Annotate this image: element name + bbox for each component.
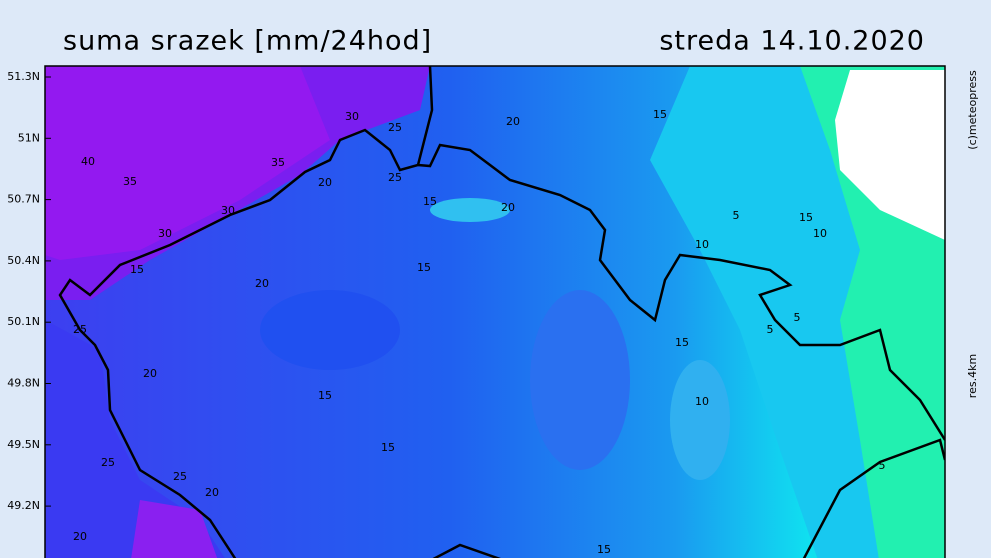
contour-label: 15 <box>799 211 813 224</box>
contour-label: 30 <box>221 204 235 217</box>
contour-label: 15 <box>417 261 431 274</box>
contour-label: 15 <box>318 389 332 402</box>
contour-label: 5 <box>733 209 740 222</box>
contour-label: 20 <box>143 367 157 380</box>
contour-label: 20 <box>255 277 269 290</box>
contour-label: 20 <box>506 115 520 128</box>
contour-label: 15 <box>130 263 144 276</box>
lat-label: 51N <box>18 131 40 144</box>
contour-label: 30 <box>158 227 172 240</box>
contour-label: 15 <box>423 195 437 208</box>
contour-label: 25 <box>101 456 115 469</box>
contour-label: 15 <box>597 543 611 556</box>
contour-label: 5 <box>879 459 886 472</box>
lat-label: 50.7N <box>7 193 40 206</box>
lat-label: 49.2N <box>7 499 40 512</box>
date: streda 14.10.2020 <box>659 26 925 57</box>
contour-label: 35 <box>271 156 285 169</box>
contour-label: 25 <box>173 470 187 483</box>
contour-label: 10 <box>695 238 709 251</box>
copyright: (c)meteopress <box>966 70 979 150</box>
contour-label: 5 <box>767 323 774 336</box>
contour-label: 15 <box>381 441 395 454</box>
lat-label: 49.8N <box>7 377 40 390</box>
contour-label: 20 <box>318 176 332 189</box>
contour-label: 25 <box>388 121 402 134</box>
contour-label: 10 <box>813 227 827 240</box>
contour-label: 15 <box>675 336 689 349</box>
contour-label: 20 <box>501 201 515 214</box>
lat-label: 51.3N <box>7 70 40 83</box>
contour-label: 35 <box>123 175 137 188</box>
contour-label: 25 <box>73 323 87 336</box>
contour-label: 15 <box>653 108 667 121</box>
border <box>58 66 945 558</box>
contour-label: 20 <box>73 530 87 543</box>
lat-label: 50.4N <box>7 254 40 267</box>
precip-field <box>45 66 945 558</box>
lat-label: 49.5N <box>7 438 40 451</box>
contour-label: 10 <box>695 395 709 408</box>
resolution: res.4km <box>966 354 979 398</box>
contour-label: 40 <box>81 155 95 168</box>
contour-label: 5 <box>794 311 801 324</box>
lat-label: 50.1N <box>7 315 40 328</box>
map-frame <box>44 65 946 558</box>
title: suma srazek [mm/24hod] <box>63 26 432 57</box>
contour-label: 25 <box>388 171 402 184</box>
contour-label: 20 <box>205 486 219 499</box>
contour-label: 30 <box>345 110 359 123</box>
